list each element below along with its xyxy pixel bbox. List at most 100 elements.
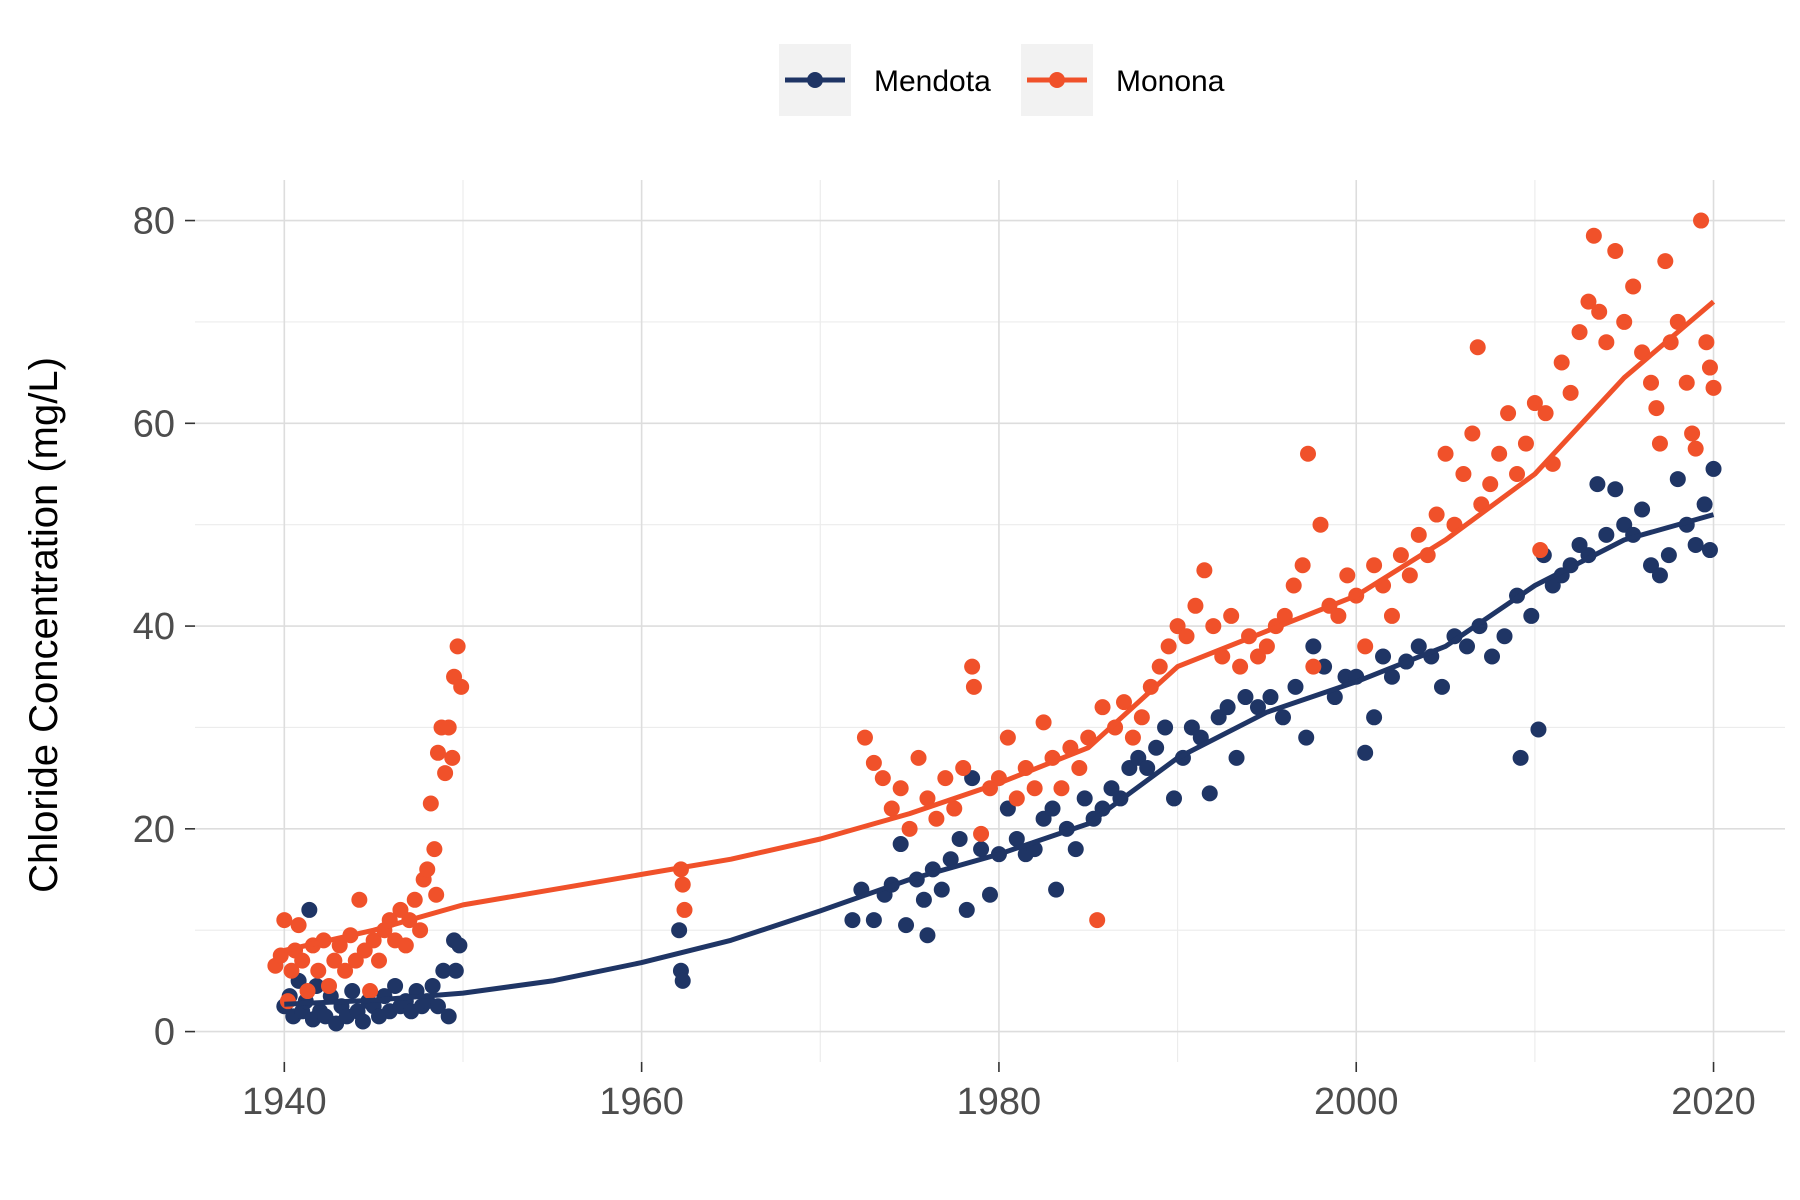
- data-point-mendota: [1651, 567, 1668, 584]
- data-point-mendota: [1044, 800, 1061, 817]
- data-point-monona: [1701, 359, 1718, 376]
- data-point-mendota: [447, 962, 464, 979]
- data-point-mendota: [387, 977, 404, 994]
- data-point-monona: [1651, 435, 1668, 452]
- data-point-monona: [283, 962, 300, 979]
- data-point-monona: [1366, 557, 1383, 574]
- data-point-monona: [1035, 714, 1052, 731]
- data-point-mendota: [301, 901, 318, 918]
- data-point-monona: [883, 800, 900, 817]
- data-point-monona: [1305, 658, 1322, 675]
- data-point-monona: [874, 770, 891, 787]
- data-point-monona: [1026, 780, 1043, 797]
- data-point-mendota: [1274, 709, 1291, 726]
- data-point-monona: [428, 886, 445, 903]
- data-point-mendota: [973, 841, 990, 858]
- data-point-monona: [865, 754, 882, 771]
- data-point-mendota: [1598, 526, 1615, 543]
- legend-item-mendota: Mendota: [779, 44, 991, 116]
- data-point-mendota: [844, 912, 861, 929]
- data-point-monona: [1115, 694, 1132, 711]
- data-point-monona: [1410, 526, 1427, 543]
- legend-item-monona: Monona: [1021, 44, 1225, 116]
- data-point-monona: [1330, 607, 1347, 624]
- data-point-mendota: [1459, 638, 1475, 655]
- data-point-monona: [928, 810, 945, 827]
- data-point-monona: [965, 678, 982, 695]
- data-point-monona: [1232, 658, 1249, 675]
- data-point-monona: [1178, 628, 1195, 645]
- y-tick-label: 20: [133, 809, 175, 851]
- data-point-monona: [337, 962, 354, 979]
- data-point-mendota: [1607, 481, 1624, 498]
- data-point-mendota: [1008, 830, 1025, 847]
- data-point-mendota: [1048, 881, 1065, 898]
- data-point-monona: [1258, 638, 1275, 655]
- data-point-monona: [1142, 678, 1159, 695]
- data-point-mendota: [1366, 709, 1383, 726]
- data-point-monona: [1392, 547, 1409, 564]
- data-point-monona: [892, 780, 909, 797]
- data-point-monona: [406, 891, 423, 908]
- data-point-monona: [1428, 506, 1445, 523]
- data-point-monona: [1580, 293, 1597, 310]
- data-point-mendota: [1375, 648, 1392, 665]
- legend: Mendota Monona: [779, 44, 1225, 116]
- data-point-monona: [1124, 729, 1141, 746]
- data-point-mendota: [915, 891, 932, 908]
- data-point-mendota: [1660, 547, 1677, 564]
- data-points: [267, 212, 1722, 1032]
- x-tick-label: 1940: [242, 1081, 327, 1123]
- data-point-monona: [1648, 400, 1665, 417]
- data-point-monona: [429, 744, 446, 761]
- data-point-monona: [910, 749, 927, 766]
- data-point-mendota: [951, 830, 968, 847]
- data-point-mendota: [958, 901, 975, 918]
- data-point-monona: [1553, 354, 1570, 371]
- data-point-monona: [1464, 425, 1481, 442]
- data-point-mendota: [1512, 749, 1529, 766]
- data-point-monona: [1532, 542, 1549, 559]
- data-point-monona: [1705, 379, 1722, 396]
- data-point-monona: [1585, 227, 1602, 244]
- data-point-monona: [310, 962, 327, 979]
- trend-line-monona: [283, 299, 1716, 953]
- data-point-monona: [440, 719, 457, 736]
- data-point-mendota: [1523, 607, 1540, 624]
- data-point-mendota: [1262, 689, 1279, 706]
- data-point-mendota: [440, 1008, 457, 1025]
- data-point-monona: [351, 891, 368, 908]
- data-point-monona: [1160, 638, 1177, 655]
- data-point-monona: [1053, 780, 1070, 797]
- data-point-monona: [1401, 567, 1418, 584]
- legend-label-monona: Monona: [1116, 65, 1225, 98]
- x-tick-label: 1960: [599, 1081, 684, 1123]
- legend-marker-mendota: [807, 72, 823, 88]
- data-point-monona: [426, 841, 443, 858]
- data-point-mendota: [1219, 699, 1236, 716]
- data-point-monona: [1687, 440, 1704, 457]
- x-tick-label: 2020: [1671, 1081, 1756, 1123]
- data-point-monona: [1591, 303, 1608, 320]
- data-point-mendota: [1433, 678, 1450, 695]
- data-point-monona: [299, 983, 316, 1000]
- data-point-mendota: [1530, 721, 1547, 738]
- data-point-mendota: [892, 836, 909, 853]
- data-point-mendota: [424, 977, 441, 994]
- data-point-mendota: [674, 972, 691, 989]
- data-point-monona: [1285, 577, 1302, 594]
- data-point-mendota: [344, 983, 361, 1000]
- data-point-monona: [1607, 242, 1624, 259]
- data-point-monona: [999, 729, 1016, 746]
- data-point-monona: [331, 937, 348, 954]
- data-point-monona: [1071, 760, 1088, 776]
- data-point-mendota: [1201, 785, 1218, 802]
- data-point-mendota: [1484, 648, 1501, 665]
- data-point-monona: [276, 912, 293, 929]
- data-point-monona: [1643, 374, 1660, 391]
- data-point-mendota: [1166, 790, 1183, 807]
- data-point-mendota: [1076, 790, 1093, 807]
- data-point-monona: [1187, 597, 1204, 614]
- data-point-monona: [419, 861, 436, 878]
